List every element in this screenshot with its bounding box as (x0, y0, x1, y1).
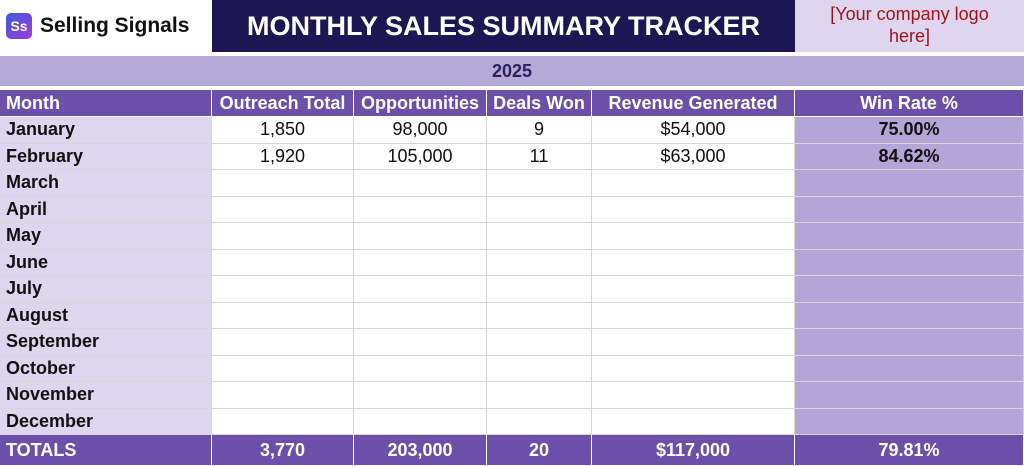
data-cell: $63,000 (592, 143, 795, 170)
table-body: January 1,850 98,000 9 $54,000 75.00% February… (0, 117, 1024, 435)
data-cell (592, 276, 795, 303)
data-cell (487, 408, 592, 435)
data-cell (592, 329, 795, 356)
data-cell (212, 355, 354, 382)
data-cell: 9 (487, 117, 592, 144)
data-cell (354, 355, 487, 382)
win-rate-cell (795, 382, 1024, 409)
total-cell: 3,770 (212, 435, 354, 466)
month-cell: July (0, 276, 212, 303)
column-header: Revenue Generated (592, 90, 795, 117)
data-cell (212, 276, 354, 303)
win-rate-cell (795, 355, 1024, 382)
month-cell: August (0, 302, 212, 329)
win-rate-cell (795, 408, 1024, 435)
data-cell (487, 329, 592, 356)
data-cell (592, 382, 795, 409)
column-header: Month (0, 90, 212, 117)
data-cell (354, 170, 487, 197)
brand-logo: Ss Selling Signals (0, 0, 212, 52)
month-cell: March (0, 170, 212, 197)
data-cell (592, 302, 795, 329)
title: MONTHLY SALES SUMMARY TRACKER (212, 0, 795, 52)
data-cell: 98,000 (354, 117, 487, 144)
data-cell: 11 (487, 143, 592, 170)
month-cell: April (0, 196, 212, 223)
total-cell: 79.81% (795, 435, 1024, 466)
column-header: Outreach Total (212, 90, 354, 117)
data-cell (487, 276, 592, 303)
data-cell (487, 223, 592, 250)
total-cell: 20 (487, 435, 592, 466)
logo-text: Selling Signals (40, 14, 190, 37)
data-cell (487, 196, 592, 223)
column-header: Deals Won (487, 90, 592, 117)
month-cell: September (0, 329, 212, 356)
data-cell (592, 196, 795, 223)
data-cell (212, 382, 354, 409)
data-cell (592, 249, 795, 276)
win-rate-cell (795, 223, 1024, 250)
data-cell: $54,000 (592, 117, 795, 144)
column-header: Opportunities (354, 90, 487, 117)
data-cell (487, 302, 592, 329)
win-rate-cell: 75.00% (795, 117, 1024, 144)
win-rate-cell (795, 196, 1024, 223)
total-cell: 203,000 (354, 435, 487, 466)
win-rate-cell (795, 170, 1024, 197)
data-cell (354, 249, 487, 276)
data-cell: 1,920 (212, 143, 354, 170)
logo-icon: Ss (6, 13, 32, 39)
data-cell (212, 223, 354, 250)
month-cell: May (0, 223, 212, 250)
data-cell (592, 170, 795, 197)
data-cell (354, 223, 487, 250)
data-cell: 105,000 (354, 143, 487, 170)
data-cell (212, 302, 354, 329)
data-cell (354, 196, 487, 223)
data-cell (592, 223, 795, 250)
data-cell (354, 276, 487, 303)
data-cell (592, 408, 795, 435)
total-cell: TOTALS (0, 435, 212, 466)
win-rate-cell (795, 302, 1024, 329)
month-cell: November (0, 382, 212, 409)
data-cell (354, 382, 487, 409)
data-cell (487, 382, 592, 409)
data-cell (354, 302, 487, 329)
column-headers: Month Outreach Total Opportunities Deals Wo… (0, 90, 1024, 117)
data-cell (212, 170, 354, 197)
win-rate-cell (795, 276, 1024, 303)
data-cell (487, 355, 592, 382)
month-cell: December (0, 408, 212, 435)
data-cell (487, 249, 592, 276)
data-cell (212, 408, 354, 435)
data-cell (592, 355, 795, 382)
data-cell (487, 170, 592, 197)
company-logo: [Your company logo here] (795, 0, 1024, 52)
data-cell (354, 408, 487, 435)
win-rate-cell (795, 329, 1024, 356)
total-cell: $117,000 (592, 435, 795, 466)
data-cell (212, 196, 354, 223)
data-cell (354, 329, 487, 356)
column-header: Win Rate % (795, 90, 1024, 117)
month-cell: January (0, 117, 212, 144)
win-rate-cell: 84.62% (795, 143, 1024, 170)
month-cell: October (0, 355, 212, 382)
data-cell (212, 329, 354, 356)
year: 2025 (0, 56, 1024, 86)
header: Ss Selling Signals MONTHLY SALES SUMMARY… (0, 0, 1024, 52)
data-cell: 1,850 (212, 117, 354, 144)
data-cell (212, 249, 354, 276)
month-cell: February (0, 143, 212, 170)
totals-row: TOTALS 3,770 203,000 20 $117,000 79.81% (0, 435, 1024, 466)
month-cell: June (0, 249, 212, 276)
win-rate-cell (795, 249, 1024, 276)
